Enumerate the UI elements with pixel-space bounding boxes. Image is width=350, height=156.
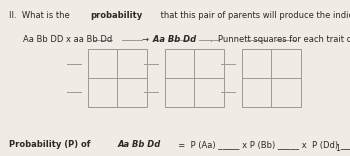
Bar xyxy=(88,49,147,107)
Text: .  Punnett squares for each trait can help with this!: . Punnett squares for each trait can hel… xyxy=(210,35,350,44)
Text: Aa Bb Dd: Aa Bb Dd xyxy=(150,35,196,44)
Text: Probability (P) of: Probability (P) of xyxy=(9,140,93,149)
Bar xyxy=(241,49,301,107)
Text: 1: 1 xyxy=(335,144,339,153)
Text: =  P (Aa) _____ x P (Bb) _____ x  P (Dd) _____ = _____: = P (Aa) _____ x P (Bb) _____ x P (Dd) _… xyxy=(174,140,350,149)
Text: Aa Bb DD x aa Bb Dd: Aa Bb DD x aa Bb Dd xyxy=(23,35,115,44)
Text: Aa Bb Dd: Aa Bb Dd xyxy=(118,140,161,149)
Text: II.  What is the: II. What is the xyxy=(9,11,72,20)
Text: →: → xyxy=(141,35,148,44)
Text: that this pair of parents will produce the indicated offspring?: that this pair of parents will produce t… xyxy=(158,11,350,20)
Bar xyxy=(164,49,224,107)
Text: probability: probability xyxy=(91,11,143,20)
